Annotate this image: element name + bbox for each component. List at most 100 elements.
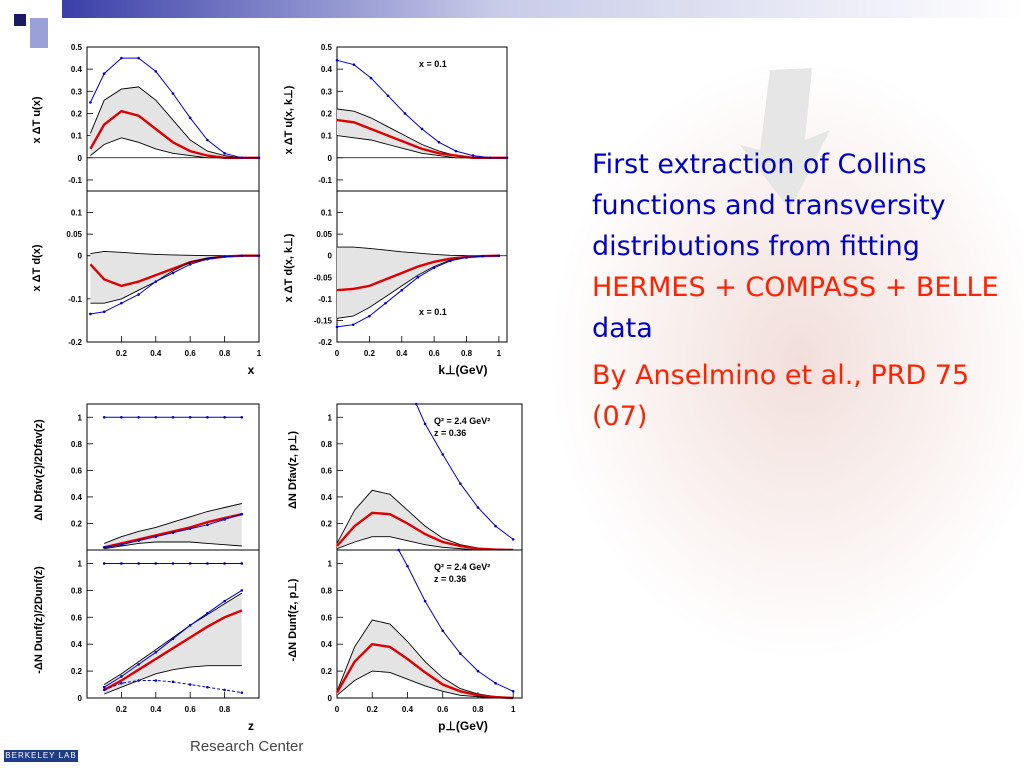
- ytick-label-6-5: 0: [78, 694, 83, 703]
- data-point-2-3-9: [240, 254, 244, 258]
- data-point-0-3-10: [257, 156, 261, 160]
- data-point-4-3-3: [154, 415, 158, 419]
- ytick-label-6-0: 1: [78, 559, 83, 568]
- series-data-7: [398, 549, 514, 692]
- annotation-3-0: x = 0.1: [419, 307, 447, 317]
- ytick-label-3-2: 0: [328, 252, 333, 261]
- corner-bar-icon: [30, 18, 48, 48]
- data-point-3-3-7: [449, 259, 452, 263]
- xtick-label-7-5: 1: [511, 705, 516, 714]
- data-point-2-3-5: [171, 271, 175, 275]
- ytick-label-4-3: 0.4: [71, 493, 83, 502]
- title-gradient-bar: [62, 0, 1024, 18]
- ytick-label-0-4: 0.1: [71, 132, 83, 141]
- xtick-label-6-1: 0.4: [150, 705, 162, 714]
- ytick-label-0-5: 0: [78, 154, 83, 163]
- data-point-6-4-7: [223, 599, 226, 603]
- ytick-label-7-3: 0.4: [321, 640, 333, 649]
- data-point-4-4-7: [223, 518, 226, 521]
- data-point-2-3-6: [188, 263, 192, 266]
- data-point-7-3-7: [511, 689, 515, 693]
- error-band-5: [337, 490, 514, 550]
- data-point-6-3-3: [154, 562, 158, 565]
- data-point-0-3-3: [137, 56, 140, 60]
- data-point-1-3-1: [352, 63, 356, 67]
- data-point-6-4-0: [102, 685, 106, 689]
- data-point-7-3-1: [406, 564, 409, 568]
- data-point-0-3-0: [89, 101, 92, 104]
- xtick-label-7-1: 0.2: [367, 705, 379, 714]
- annotation-7-0: Q² = 2.4 GeV²: [434, 562, 490, 572]
- data-point-7-3-2: [423, 599, 427, 603]
- data-point-6-5-3: [154, 679, 158, 682]
- data-point-4-3-0: [102, 415, 106, 419]
- data-point-4-3-6: [206, 415, 209, 419]
- ytick-label-2-4: -0.2: [68, 338, 82, 347]
- data-point-4-3-4: [171, 415, 175, 419]
- data-point-2-3-8: [223, 255, 226, 258]
- data-point-1-3-5: [420, 127, 424, 131]
- ytick-label-6-3: 0.4: [71, 640, 83, 649]
- ytick-label-3-5: -0.15: [314, 316, 333, 325]
- data-point-1-3-6: [437, 140, 441, 144]
- data-point-6-4-4: [171, 637, 175, 641]
- ytick-label-5-1: 0.8: [321, 440, 333, 449]
- data-point-3-3-8: [465, 256, 468, 259]
- xtick-label-2-3: 0.8: [219, 349, 231, 358]
- ytick-label-0-3: 0.2: [71, 109, 83, 118]
- xtick-label-3-2: 0.4: [396, 349, 408, 358]
- data-point-6-3-0: [102, 562, 106, 565]
- data-point-6-4-8: [240, 589, 244, 592]
- ytick-label-3-6: -0.2: [318, 338, 332, 347]
- ylabel-5: ΔN Dfav(z, p⊥): [287, 431, 299, 509]
- data-point-6-4-1: [120, 675, 123, 678]
- corner-square-icon: [14, 14, 26, 26]
- ytick-label-3-3: -0.05: [314, 273, 333, 282]
- data-point-6-3-5: [188, 562, 192, 565]
- data-point-6-3-2: [137, 562, 140, 565]
- data-point-6-5-4: [171, 680, 175, 684]
- series-central-7: [335, 642, 514, 700]
- data-point-1-3-9: [488, 156, 492, 160]
- ylabel-4: ΔN Dfav(z)/2Dfav(z): [33, 419, 45, 521]
- data-point-2-3-7: [206, 257, 209, 261]
- data-point-3-3-2: [368, 314, 371, 318]
- data-point-1-3-10: [505, 156, 509, 160]
- xtick-label-2-4: 1: [257, 349, 262, 358]
- data-point-4-3-7: [223, 415, 226, 419]
- data-point-2-3-0: [89, 312, 92, 316]
- ytick-label-2-0: 0.1: [71, 209, 83, 218]
- ytick-label-0-0: 0.5: [71, 43, 83, 52]
- data-point-6-5-2: [137, 679, 140, 682]
- data-point-4-4-6: [206, 523, 209, 527]
- data-point-2-3-4: [154, 280, 158, 283]
- series-central-6: [103, 609, 243, 691]
- data-point-0-3-8: [223, 152, 226, 155]
- data-point-6-3-8: [240, 562, 244, 565]
- data-point-4-4-3: [154, 535, 158, 539]
- data-point-6-4-3: [154, 650, 158, 654]
- background-globe-glow: [550, 60, 1024, 660]
- ylabel-1: x ΔT u(x, k⊥): [283, 85, 295, 154]
- citation-text: By Anselmino et al., PRD 75 (07): [592, 360, 970, 432]
- data-point-4-4-2: [137, 539, 140, 543]
- ytick-label-1-3: 0.2: [321, 109, 333, 118]
- data-point-6-5-1: [120, 681, 123, 685]
- data-point-4-4-0: [102, 546, 106, 549]
- data-point-7-3-0: [397, 548, 400, 552]
- data-point-6-4-5: [188, 624, 192, 627]
- data-point-3-3-1: [351, 323, 355, 327]
- data-point-5-3-6: [511, 538, 515, 541]
- data-point-1-3-4: [403, 112, 407, 115]
- xtick-label-7-0: 0: [335, 705, 340, 714]
- ytick-label-2-2: 0: [78, 252, 83, 261]
- ylabel-6: -ΔN Dunf(z)/2Dunf(z): [33, 566, 45, 674]
- data-point-6-3-1: [120, 562, 123, 565]
- ytick-label-4-0: 1: [78, 413, 83, 422]
- summary-text-2: data: [592, 313, 653, 344]
- xlabel-6: z: [248, 719, 254, 733]
- ytick-label-5-0: 1: [328, 413, 333, 422]
- data-point-6-5-7: [223, 688, 226, 692]
- xtick-label-3-1: 0.2: [364, 349, 376, 358]
- data-point-0-3-7: [206, 138, 209, 142]
